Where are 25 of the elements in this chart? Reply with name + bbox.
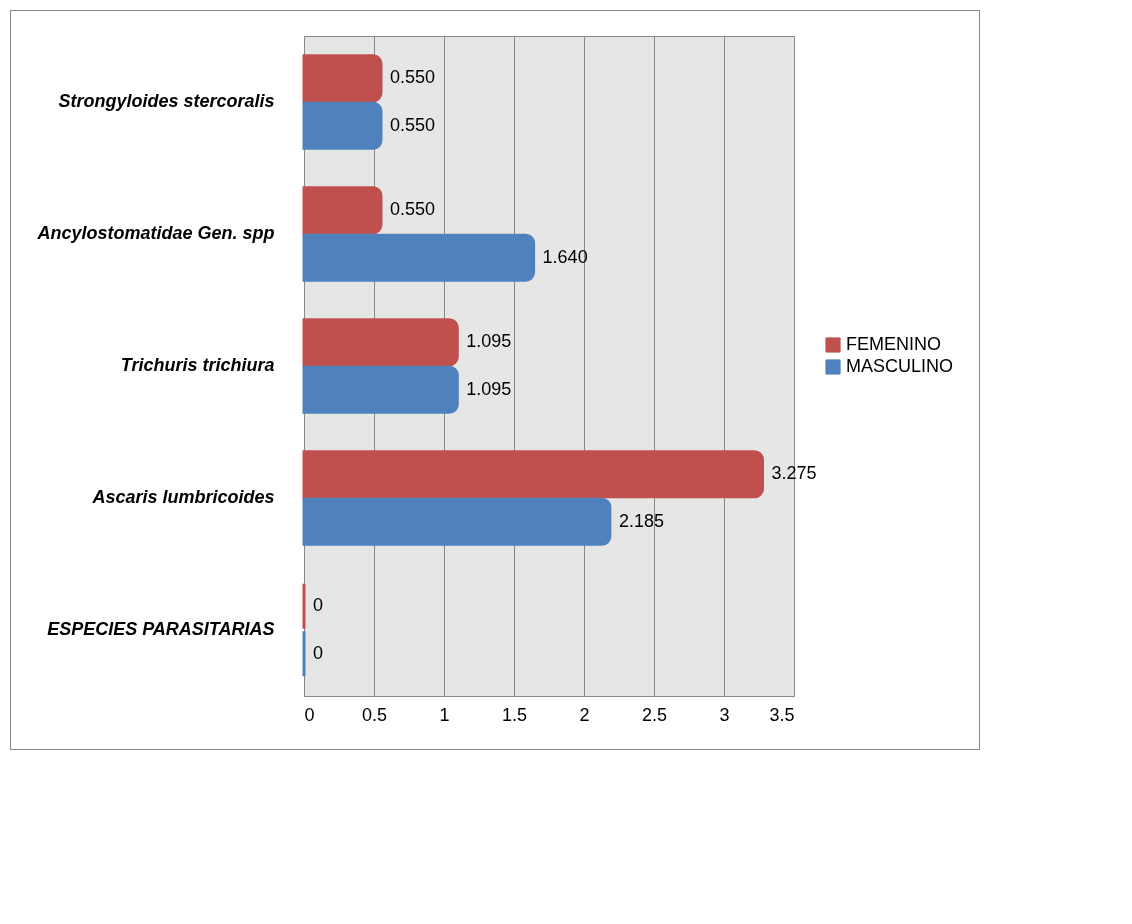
x-tick-label: 2.5: [641, 704, 668, 725]
y-tick-label: ESPECIES PARASITARIAS: [47, 619, 275, 639]
y-tick-label: Ancylostomatidae Gen. spp: [36, 223, 275, 243]
x-tick-label: 0: [304, 704, 315, 725]
x-tick-label: 3: [719, 704, 730, 725]
legend-label: FEMENINO: [846, 334, 942, 354]
data-label: 0: [313, 595, 324, 616]
data-label: 1.640: [542, 246, 588, 267]
legend-label: MASCULINO: [846, 356, 954, 376]
data-label: 0.550: [390, 67, 436, 88]
data-label: 0: [313, 642, 324, 663]
x-tick-label: 1.5: [501, 704, 528, 725]
y-tick-label: Trichuris trichiura: [120, 355, 275, 375]
y-tick-label: Ascaris lumbricoides: [91, 487, 275, 507]
data-label: 1.095: [466, 378, 512, 399]
x-tick-label: 1: [439, 704, 450, 725]
data-label: 3.275: [771, 463, 817, 484]
y-tick-label: Strongyloides stercoralis: [58, 91, 275, 111]
data-label: 1.095: [466, 331, 512, 352]
x-tick-label: 2: [579, 704, 590, 725]
x-tick-label: 0.5: [361, 704, 388, 725]
data-label: 2.185: [618, 510, 664, 531]
data-label: 0.550: [390, 114, 436, 135]
data-label: 0.550: [390, 199, 436, 220]
x-tick-label: 3.5: [769, 704, 795, 725]
